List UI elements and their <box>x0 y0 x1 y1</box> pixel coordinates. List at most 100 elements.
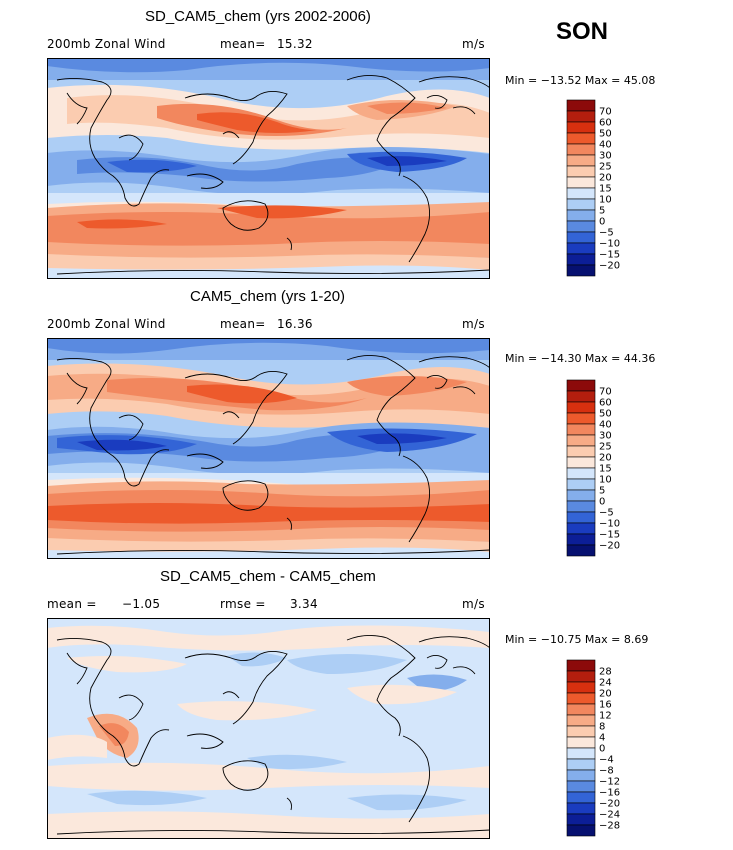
colorbar-tick-label: 4 <box>599 733 605 744</box>
colorbar-swatch <box>566 769 596 782</box>
colorbar-swatch <box>566 423 596 436</box>
colorbar-tick-label: 25 <box>599 162 612 173</box>
colorbar-tick-label: 24 <box>599 678 612 689</box>
colorbar-swatch <box>566 253 596 266</box>
colorbar-tick-label: 60 <box>599 118 612 129</box>
panel-1-units: m/s <box>462 37 485 51</box>
colorbar-tick-label: 16 <box>599 700 612 711</box>
colorbar-tick-label: 20 <box>599 173 612 184</box>
panel-2-units: m/s <box>462 317 485 331</box>
panel-2-map <box>47 338 490 559</box>
colorbar-tick-label: 10 <box>599 195 612 206</box>
colorbar-swatch <box>566 813 596 826</box>
panel-1-mean-value: 15.32 <box>277 37 313 51</box>
colorbar-tick-label: −15 <box>599 530 620 541</box>
colorbar-swatch <box>566 401 596 414</box>
colorbar-tick-label: 0 <box>599 497 605 508</box>
colorbar-swatch <box>566 165 596 178</box>
colorbar-swatch <box>566 132 596 145</box>
colorbar-swatch <box>566 703 596 716</box>
panel-1-variable-label: 200mb Zonal Wind <box>47 37 166 51</box>
colorbar-tick-label: 20 <box>599 689 612 700</box>
colorbar-tick-label: −5 <box>599 508 614 519</box>
colorbar-swatch <box>566 467 596 480</box>
colorbar-swatch <box>566 176 596 189</box>
panel-2-minmax: Min = −14.30 Max = 44.36 <box>505 352 656 365</box>
colorbar-swatch <box>566 681 596 694</box>
colorbar-swatch <box>566 725 596 738</box>
panel-3-mean-value: −1.05 <box>122 597 161 611</box>
colorbar-tick-label: −4 <box>599 755 614 766</box>
colorbar-tick-label: 40 <box>599 420 612 431</box>
colorbar-swatch <box>566 714 596 727</box>
colorbar-swatch <box>566 110 596 123</box>
panel-2-mean-label: mean= <box>220 317 266 331</box>
colorbar-swatch <box>566 802 596 815</box>
colorbar-tick-label: 8 <box>599 722 605 733</box>
colorbar-swatch <box>566 478 596 491</box>
colorbar-tick-label: 28 <box>599 667 612 678</box>
colorbar-swatch <box>566 533 596 546</box>
colorbar-tick-label: 70 <box>599 107 612 118</box>
colorbar-tick-label: 5 <box>599 206 605 217</box>
colorbar-swatch <box>566 154 596 167</box>
colorbar-swatch <box>566 489 596 502</box>
colorbar-swatch <box>566 242 596 255</box>
colorbar-swatch <box>566 659 596 672</box>
colorbar-tick-label: 60 <box>599 398 612 409</box>
panel-1-minmax: Min = −13.52 Max = 45.08 <box>505 74 656 87</box>
colorbar-tick-label: −10 <box>599 239 620 250</box>
colorbar-tick-label: −20 <box>599 799 620 810</box>
colorbar-tick-label: 15 <box>599 184 612 195</box>
colorbar-tick-label: 12 <box>599 711 612 722</box>
colorbar-swatch <box>566 231 596 244</box>
panel-2-variable-label: 200mb Zonal Wind <box>47 317 166 331</box>
colorbar-swatch <box>566 758 596 771</box>
colorbar-tick-label: −10 <box>599 519 620 530</box>
panel-1-mean-label: mean= <box>220 37 266 51</box>
colorbar-tick-label: −15 <box>599 250 620 261</box>
colorbar-tick-label: 30 <box>599 151 612 162</box>
colorbar-tick-label: −5 <box>599 228 614 239</box>
colorbar-tick-label: −8 <box>599 766 614 777</box>
panel-2-mean-value: 16.36 <box>277 317 313 331</box>
colorbar-swatch <box>566 670 596 683</box>
colorbar-swatch <box>566 522 596 535</box>
colorbar-tick-label: 50 <box>599 409 612 420</box>
panel-3-units: m/s <box>462 597 485 611</box>
colorbar-swatch <box>566 544 596 557</box>
colorbar-swatch <box>566 747 596 760</box>
colorbar-tick-label: 0 <box>599 744 605 755</box>
colorbar-tick-label: 20 <box>599 453 612 464</box>
panel-3-minmax: Min = −10.75 Max = 8.69 <box>505 633 649 646</box>
panel-3-mean-label: mean = <box>47 597 97 611</box>
colorbar-swatch <box>566 445 596 458</box>
colorbar-swatch <box>566 379 596 392</box>
colorbar-tick-label: −24 <box>599 810 620 821</box>
colorbar-tick-label: 25 <box>599 442 612 453</box>
colorbar-swatch <box>566 198 596 211</box>
colorbar-swatch <box>566 412 596 425</box>
colorbar-tick-label: −20 <box>599 261 620 272</box>
colorbar-tick-label: 30 <box>599 431 612 442</box>
colorbar-swatch <box>566 220 596 233</box>
colorbar-swatch <box>566 143 596 156</box>
panel-3-rmse-label: rmse = <box>220 597 266 611</box>
colorbar-swatch <box>566 209 596 222</box>
colorbar-swatch <box>566 264 596 277</box>
panel-2-title: CAM5_chem (yrs 1-20) <box>190 288 346 305</box>
panel-1-title: SD_CAM5_chem (yrs 2002-2006) <box>145 8 371 25</box>
colorbar-swatch <box>566 824 596 837</box>
colorbar-tick-label: −16 <box>599 788 620 799</box>
colorbar-swatch <box>566 121 596 134</box>
colorbar-tick-label: 70 <box>599 387 612 398</box>
panel-3-title: SD_CAM5_chem - CAM5_chem <box>160 568 376 585</box>
panel-3-map <box>47 618 490 839</box>
colorbar-tick-label: −28 <box>599 821 620 832</box>
colorbar-swatch <box>566 390 596 403</box>
colorbar-tick-label: 5 <box>599 486 605 497</box>
colorbar-swatch <box>566 99 596 112</box>
